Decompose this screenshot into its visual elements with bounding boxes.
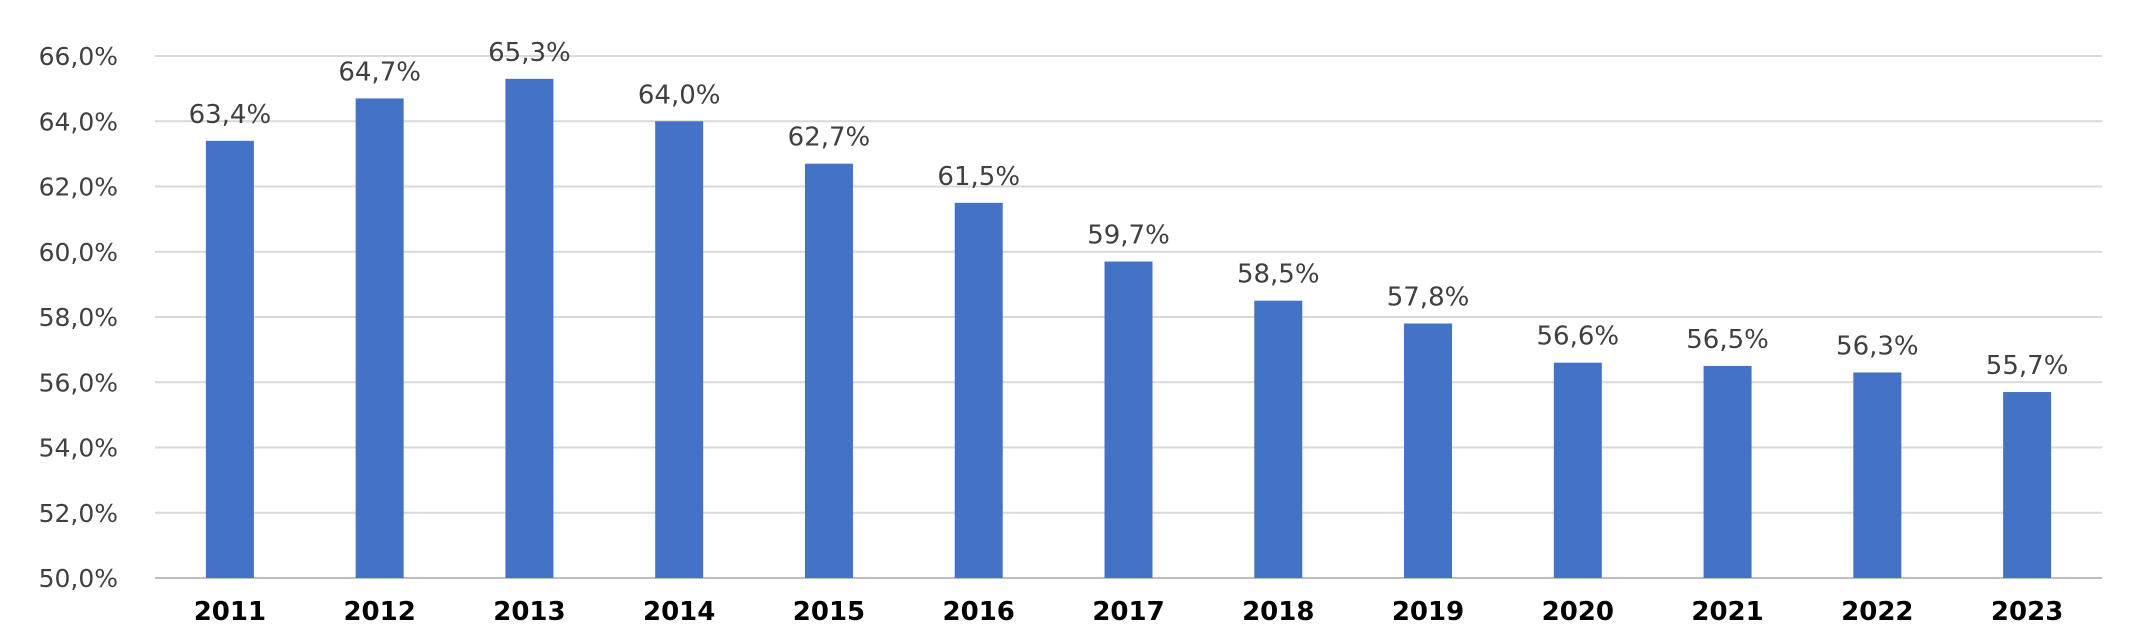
- bar-2023: [2003, 392, 2052, 578]
- x-tick-label-2019: 2019: [1392, 597, 1464, 627]
- data-label-2023: 55,7%: [1986, 351, 2069, 381]
- y-tick-label: 62,0%: [39, 173, 118, 202]
- x-tick-label-2011: 2011: [194, 597, 266, 627]
- y-tick-label: 64,0%: [39, 107, 118, 136]
- y-tick-label: 66,0%: [39, 42, 118, 71]
- data-label-2017: 59,7%: [1087, 221, 1170, 251]
- y-tick-label: 50,0%: [39, 564, 118, 593]
- data-label-2013: 65,3%: [488, 38, 571, 68]
- x-tick-label-2020: 2020: [1542, 597, 1614, 627]
- bar-2013: [505, 78, 554, 579]
- data-label-2022: 56,3%: [1836, 331, 1919, 361]
- data-label-2011: 63,4%: [189, 100, 272, 130]
- bar-2022: [1853, 372, 1902, 578]
- bar-2014: [655, 121, 704, 578]
- y-tick-label: 60,0%: [39, 238, 118, 267]
- data-labels: 63,4% 64,7% 65,3% 64,0% 62,7% 61,5% 59,7% 58,5%…: [189, 38, 2069, 381]
- data-label-2016: 61,5%: [937, 162, 1020, 192]
- bar-2019: [1404, 323, 1453, 578]
- bar-2017: [1104, 261, 1153, 578]
- data-label-2015: 62,7%: [788, 123, 871, 153]
- x-tick-label-2017: 2017: [1092, 597, 1164, 627]
- y-tick-label: 52,0%: [39, 499, 118, 528]
- data-label-2014: 64,0%: [638, 80, 721, 110]
- x-tick-label-2012: 2012: [343, 597, 415, 627]
- x-tick-label-2013: 2013: [493, 597, 565, 627]
- data-label-2021: 56,5%: [1686, 325, 1769, 355]
- x-tick-label-2023: 2023: [1991, 597, 2063, 627]
- data-label-2020: 56,6%: [1537, 322, 1620, 352]
- bar-2015: [804, 163, 853, 578]
- x-tick-label-2018: 2018: [1242, 597, 1314, 627]
- bar-2011: [205, 140, 254, 578]
- bar-2018: [1254, 300, 1303, 578]
- x-tick-label-2022: 2022: [1841, 597, 1913, 627]
- bars: [205, 78, 2052, 579]
- x-tick-label-2021: 2021: [1691, 597, 1763, 627]
- y-tick-label: 54,0%: [39, 434, 118, 463]
- bar-2020: [1553, 362, 1602, 578]
- data-label-2019: 57,8%: [1387, 283, 1470, 313]
- bar-2016: [954, 202, 1003, 578]
- x-tick-label-2016: 2016: [943, 597, 1015, 627]
- y-tick-label: 56,0%: [39, 368, 118, 397]
- bar-2021: [1703, 365, 1752, 578]
- x-tick-label-2014: 2014: [643, 597, 715, 627]
- x-axis: 2011 2012 2013 2014 2015 2016 2017 2018 2019 2020…: [194, 597, 2064, 627]
- y-tick-label: 58,0%: [39, 303, 118, 332]
- data-label-2012: 64,7%: [338, 57, 421, 87]
- y-axis: 50,0% 52,0% 54,0% 56,0% 58,0% 60,0% 62,0% 64,0%…: [39, 42, 118, 593]
- bar-2012: [355, 98, 404, 578]
- x-tick-label-2015: 2015: [793, 597, 865, 627]
- data-label-2018: 58,5%: [1237, 260, 1320, 290]
